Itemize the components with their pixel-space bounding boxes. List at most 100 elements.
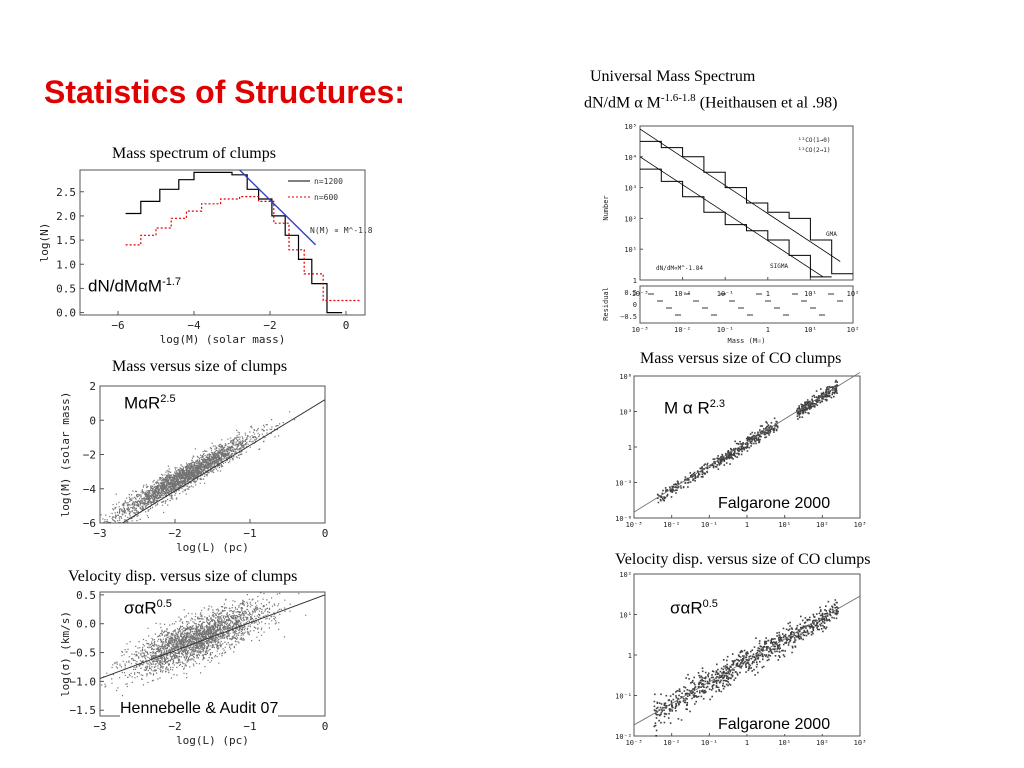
x-axis-label: log(M) (solar mass) [160, 333, 286, 346]
y-axis-label: Number [602, 195, 610, 220]
y-tick-label: 10⁻³ [615, 480, 632, 488]
alpha-symbol: α [680, 598, 691, 618]
residual-axis-label: Residual [602, 287, 610, 321]
caption-vel-size: Velocity disp. versus size of clumps [68, 568, 298, 585]
x-axis-label: Mass (M☉) [728, 337, 766, 345]
y-tick-label: 10⁻⁶ [615, 515, 632, 523]
x-tick-label: −3 [93, 720, 106, 733]
y-axis-label: log(M) (solar mass) [59, 392, 72, 518]
x-tick-label: −4 [187, 319, 201, 332]
x-tick-label: −6 [111, 319, 124, 332]
y-tick-label: 2.0 [56, 210, 76, 223]
x-tick-label: 10⁻² [663, 521, 680, 529]
relation-exponent: 2.5 [160, 393, 176, 405]
mass-size-chart: −3 −2 −1 0 −6 −4 −2 0 2 log(L) (pc) log(M) (solar … [59, 380, 329, 554]
fit-line [633, 372, 861, 513]
caption-vel-size-co: Velocity disp. versus size of CO clumps [615, 551, 871, 568]
universal-caption-pre: dN/dM [584, 94, 635, 112]
relation-vel-size-co: σαR0.5 [670, 598, 718, 619]
caption-mass-size: Mass versus size of clumps [112, 358, 288, 375]
x-tick-label: 10⁻³ [626, 739, 643, 747]
relation-post: R [692, 398, 710, 418]
legend-label: ¹²CO(1→0) [798, 137, 831, 144]
y-tick-label: 10¹ [624, 246, 637, 254]
fit-line-upper [639, 128, 841, 262]
x-tick-label: 0 [322, 527, 329, 540]
y-tick-label: 1.0 [56, 258, 76, 271]
residual-panel-frame [639, 285, 854, 324]
relation-mass-size: MαR2.5 [124, 393, 176, 414]
x-tick-label: −2 [263, 319, 276, 332]
y-tick-label: −1.5 [70, 704, 97, 717]
x-tick-label: 10³ [854, 739, 867, 747]
mass-spectrum-frame [79, 169, 366, 316]
x-tick-label: 10¹ [778, 739, 791, 747]
slide-title: Statistics of Structures: [44, 74, 405, 110]
histogram-upper [640, 140, 853, 275]
legend-label: n=600 [314, 193, 338, 202]
vel-size-chart: −3 −2 −1 0 −1.5 −1.0 −0.5 0.0 0.5 log(L) (pc) log(… [59, 589, 328, 747]
annotation: SIGMA [770, 263, 788, 270]
universal-caption-m: M [642, 94, 661, 112]
universal-caption-ref: (Heithausen et al .98) [695, 94, 838, 112]
y-tick-label: −1.0 [70, 675, 97, 688]
histogram-lower [640, 168, 832, 278]
upper-panel-frame [639, 125, 854, 281]
caption-mass-size-co: Mass versus size of CO clumps [640, 350, 842, 367]
series-fit [239, 169, 317, 246]
series-n600 [125, 196, 362, 302]
fit-line [121, 399, 325, 523]
y-tick-label: 10³ [619, 409, 632, 417]
y-tick-label: 1 [633, 277, 637, 285]
relation-post: R [144, 598, 157, 618]
x-tick-label: −1 [243, 527, 256, 540]
y-tick-label: 2 [89, 380, 96, 393]
y-tick-label: 10⁴ [624, 154, 637, 162]
relation-post: M [147, 276, 163, 296]
alpha-symbol: α [134, 598, 145, 618]
relation-pre: M [664, 398, 683, 418]
relation-mass-spectrum: dN/dMαM-1.7 [88, 276, 182, 297]
annotation: dN/dM∝M^-1.84 [656, 265, 703, 272]
citation-hennebelle: Hennebelle & Audit 07 [120, 700, 279, 718]
y-tick-label: 0 [89, 414, 96, 427]
alpha-symbol: α [682, 398, 693, 418]
y-tick-label: 10⁻¹ [615, 693, 632, 701]
relation-pre: σ [124, 598, 135, 618]
fit-line-lower [639, 156, 824, 278]
citation-falgarone-2: Falgarone 2000 [718, 716, 831, 734]
y-tick-label: 10³ [624, 185, 637, 193]
y-tick-label: 1.5 [56, 234, 76, 247]
universal-caption-line2: dN/dM α M-1.6-1.8 (Heithausen et al .98) [584, 92, 837, 112]
y-tick-label: 0.5 [76, 589, 96, 602]
residual-tick-label: 0.5 [624, 289, 637, 297]
y-tick-label: 0.0 [76, 618, 96, 631]
alpha-symbol: α [138, 276, 148, 296]
x-tick-label: 10⁻³ [632, 326, 649, 334]
y-tick-label: 10⁻² [615, 733, 632, 741]
x-tick-label-upper: 10² [847, 290, 860, 298]
y-tick-label: −4 [83, 483, 97, 496]
relation-mass-size-co: M α R2.3 [664, 398, 725, 419]
x-tick-label: 10² [816, 739, 829, 747]
relation-vel-size: σαR0.5 [124, 598, 172, 619]
x-tick-label: 10⁻¹ [717, 326, 734, 334]
citation-falgarone-1: Falgarone 2000 [718, 495, 831, 513]
x-tick-label: 1 [745, 521, 749, 529]
series-n1200 [125, 171, 343, 314]
alpha-symbol: α [634, 94, 643, 112]
scatter-points [100, 411, 296, 523]
y-tick-label: 10² [619, 571, 632, 579]
y-tick-label: 10⁶ [619, 373, 632, 381]
x-tick-label: 10⁻³ [626, 521, 643, 529]
y-tick-label: −2 [83, 449, 96, 462]
relation-exponent: 2.3 [709, 398, 726, 410]
fit-line [633, 595, 861, 726]
y-tick-label: 1 [628, 444, 632, 452]
universal-caption-exponent: -1.6-1.8 [660, 92, 696, 104]
x-tick-label: 10³ [854, 521, 867, 529]
y-tick-label: 2.5 [56, 186, 76, 199]
x-tick-label: 10⁻¹ [701, 739, 718, 747]
universal-mass-spectrum-chart: 10⁻³10⁻³10⁻²10⁻²10⁻¹10⁻¹1110¹10¹10²10²11… [602, 123, 860, 345]
